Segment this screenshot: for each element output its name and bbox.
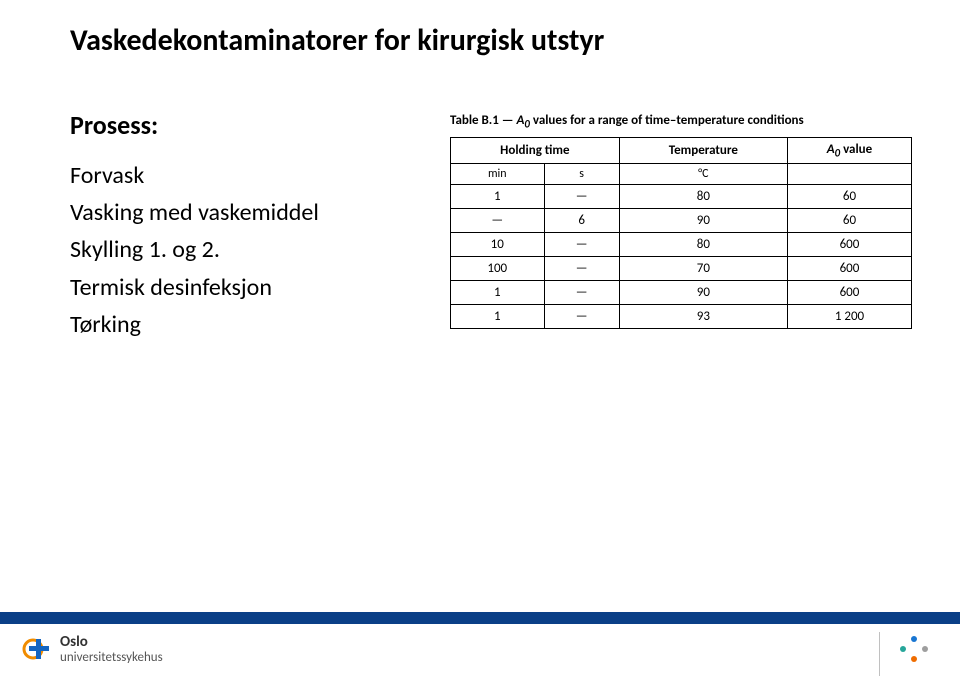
table-row: 1—931 200 xyxy=(451,305,912,329)
process-item: Tørking xyxy=(70,306,410,343)
page-title: Vaskedekontaminatorer for kirurgisk utst… xyxy=(70,22,912,59)
footer: Oslo universitetssykehus xyxy=(0,612,960,682)
table-row: 1—8060 xyxy=(451,185,912,209)
table-row: 1—90600 xyxy=(451,281,912,305)
process-list: Prosess: Forvask Vasking med vaskemiddel… xyxy=(70,109,410,343)
table-row: 100—70600 xyxy=(451,257,912,281)
process-subtitle: Prosess: xyxy=(70,109,410,141)
brand-logo: Oslo universitetssykehus xyxy=(22,634,163,664)
process-item: Forvask xyxy=(70,157,410,194)
process-item: Vasking med vaskemiddel xyxy=(70,194,410,231)
unit-c: °C xyxy=(619,164,787,185)
process-item: Skylling 1. og 2. xyxy=(70,231,410,268)
caption-suffix: values for a range of time–temperature c… xyxy=(530,113,804,128)
unit-min: min xyxy=(451,164,545,185)
caption-prefix: Table B.1 — xyxy=(450,113,517,128)
table-caption: Table B.1 — A0 values for a range of tim… xyxy=(450,113,912,131)
th-a0: A0 value xyxy=(787,137,911,164)
brand-line2: universitetssykehus xyxy=(60,651,163,664)
brand-line1: Oslo xyxy=(60,635,163,650)
table-row: 10—80600 xyxy=(451,233,912,257)
unit-s: s xyxy=(544,164,619,185)
th-temp: Temperature xyxy=(619,137,787,164)
footer-bar xyxy=(0,612,960,624)
process-item: Termisk desinfeksjon xyxy=(70,269,410,306)
th-holding: Holding time xyxy=(451,137,620,164)
a0-table: Holding time Temperature A0 value min s … xyxy=(450,137,912,330)
decorative-dots-icon xyxy=(900,636,930,662)
table-region: Table B.1 — A0 values for a range of tim… xyxy=(450,109,912,329)
logo-icon xyxy=(22,634,52,664)
unit-blank xyxy=(787,164,911,185)
footer-divider xyxy=(879,632,880,676)
table-row: —69060 xyxy=(451,209,912,233)
